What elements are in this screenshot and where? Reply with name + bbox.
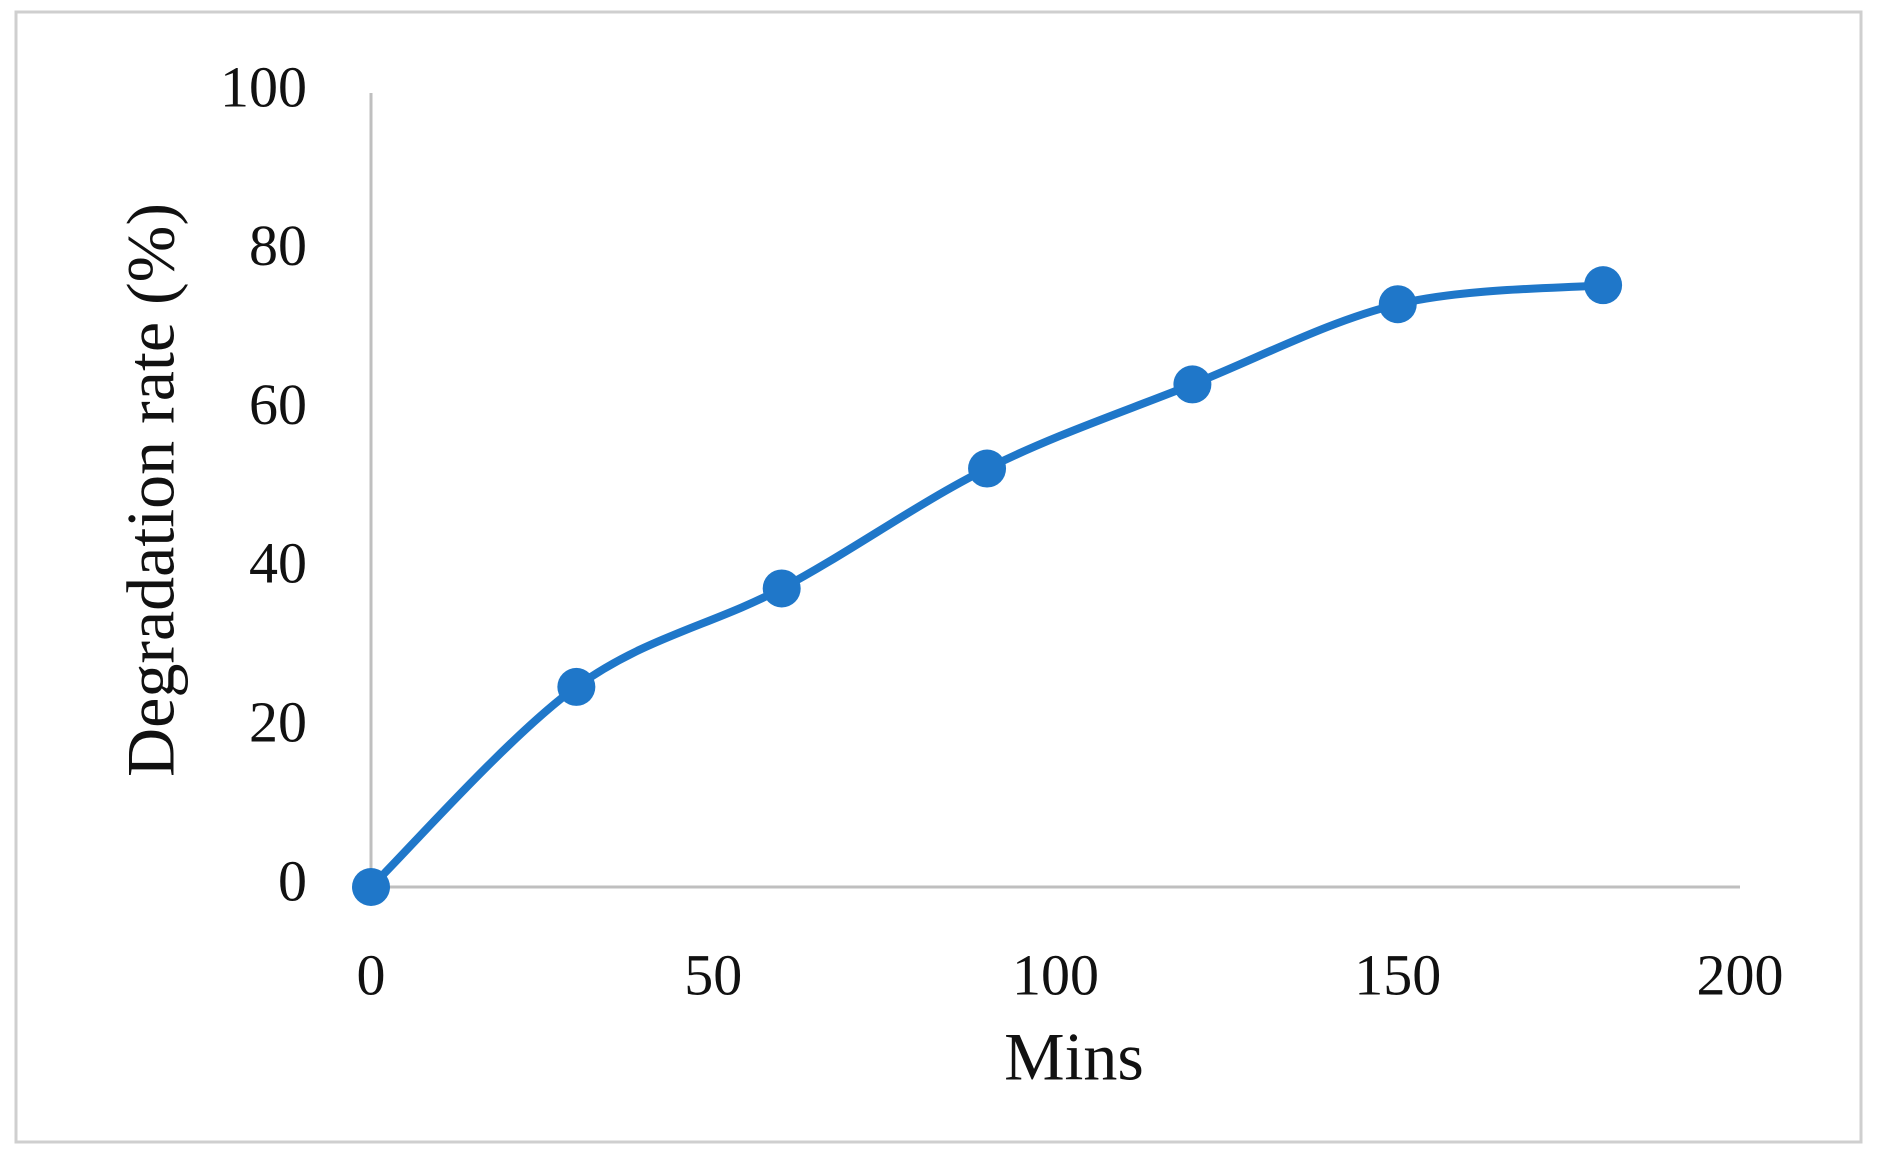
x-axis-title: Mins bbox=[1004, 1019, 1144, 1095]
data-point bbox=[1584, 266, 1623, 305]
y-tick-label: 60 bbox=[249, 372, 307, 437]
x-tick-label: 150 bbox=[1354, 942, 1441, 1007]
chart-frame bbox=[14, 10, 1863, 1144]
data-point bbox=[1378, 285, 1417, 324]
data-point bbox=[1173, 365, 1212, 404]
y-tick-label: 0 bbox=[278, 848, 307, 913]
y-tick-label: 100 bbox=[220, 54, 307, 119]
x-tick-label: 0 bbox=[357, 942, 386, 1007]
x-tick-label: 100 bbox=[1012, 942, 1099, 1007]
y-axis-title: Degradation rate (%) bbox=[113, 203, 189, 777]
y-tick-label: 20 bbox=[249, 690, 307, 755]
data-point bbox=[762, 569, 801, 608]
y-tick-label: 80 bbox=[249, 213, 307, 278]
x-tick-label: 200 bbox=[1697, 942, 1784, 1007]
data-point bbox=[352, 868, 390, 906]
x-tick-label: 50 bbox=[684, 942, 742, 1007]
data-point bbox=[557, 667, 596, 706]
data-point bbox=[968, 449, 1007, 488]
y-tick-label: 40 bbox=[249, 531, 307, 596]
